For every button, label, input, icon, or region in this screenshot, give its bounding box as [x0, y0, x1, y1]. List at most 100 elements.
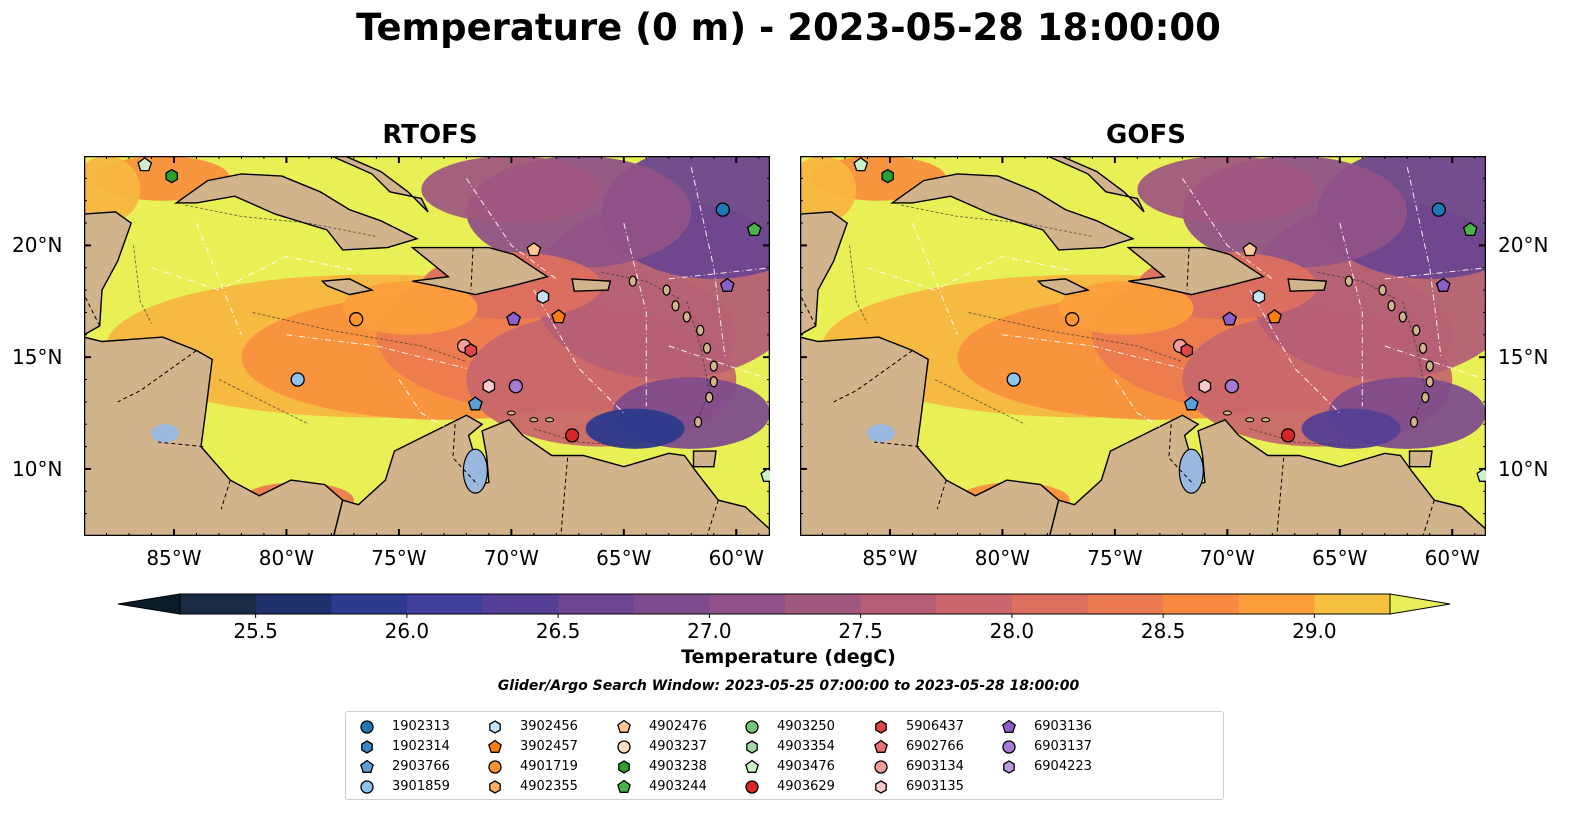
marker-1902313[interactable]: [715, 202, 730, 217]
colorbar-bin: [406, 594, 483, 614]
lon-tick-label: 85°W: [862, 546, 918, 570]
marker-6903136[interactable]: [1435, 277, 1451, 292]
colorbar-tick-label: 28.0: [989, 619, 1035, 643]
map-panel-rtofs[interactable]: [84, 156, 770, 536]
lake-maracaibo: [1178, 448, 1204, 494]
legend-label: 6904223: [1034, 759, 1092, 774]
island-lesser-antilles: [682, 311, 691, 323]
lon-tick-label: 70°W: [1199, 546, 1255, 570]
marker-6903137[interactable]: [508, 379, 523, 394]
legend-marker-circle: [745, 780, 759, 794]
lat-tick-label-right: 20°N: [1498, 233, 1549, 258]
marker-4903476[interactable]: [853, 157, 869, 172]
marker-6903135[interactable]: [482, 378, 496, 394]
marker-6903136[interactable]: [506, 311, 522, 326]
colorbar-tick-label: 28.5: [1140, 619, 1186, 643]
island-lesser-antilles: [671, 300, 680, 312]
marker-2903766[interactable]: [1183, 396, 1199, 411]
legend-marker-circle: [360, 720, 374, 734]
marker-3901859[interactable]: [1006, 372, 1021, 387]
colorbar-tick-label: 25.5: [233, 619, 278, 643]
marker-5906437[interactable]: [1180, 343, 1194, 358]
marker-4903629[interactable]: [564, 428, 580, 443]
land-puerto-rico: [1287, 278, 1328, 292]
legend-marker-pentagon: [617, 779, 631, 793]
lon-tick-label: 65°W: [1312, 546, 1368, 570]
colorbar-label: Temperature (degC): [681, 646, 896, 668]
marker-4903244[interactable]: [746, 221, 762, 237]
land-south-america: [1048, 414, 1486, 536]
figure-title: Temperature (0 m) - 2023-05-28 18:00:00: [356, 6, 1221, 49]
marker-3901859[interactable]: [290, 372, 305, 387]
marker-4903476[interactable]: [1476, 467, 1486, 482]
marker-6903136[interactable]: [719, 277, 735, 292]
lon-tick-label: 75°W: [371, 546, 427, 570]
lon-tick-label: 60°W: [1424, 546, 1480, 570]
colorbar-bin: [860, 594, 937, 614]
marker-4901719[interactable]: [349, 312, 364, 327]
marker-4902476[interactable]: [526, 242, 542, 257]
marker-3902457[interactable]: [551, 309, 566, 324]
lat-tick-label-right: 10°N: [1498, 456, 1549, 481]
legend-marker-circle: [745, 720, 759, 734]
legend-marker-hexagon: [489, 720, 501, 734]
marker-4903244[interactable]: [1462, 221, 1478, 237]
marker-4903238[interactable]: [881, 168, 894, 184]
land-cuba: [173, 173, 419, 251]
marker-3902456[interactable]: [536, 289, 550, 305]
island-lesser-antilles: [1409, 416, 1419, 428]
colorbar-bin: [1163, 594, 1240, 614]
marker-4901719[interactable]: [1065, 312, 1080, 327]
legend-marker-pentagon: [745, 759, 759, 773]
island-lesser-antilles: [1412, 324, 1421, 336]
island-abc: [1261, 417, 1271, 423]
marker-4903238[interactable]: [165, 168, 178, 184]
land-trinidad: [1408, 450, 1433, 468]
marker-2903766[interactable]: [467, 396, 483, 411]
marker-4903476[interactable]: [760, 467, 770, 482]
colorbar-bin: [1314, 594, 1391, 614]
lon-tick-label: 70°W: [483, 546, 539, 570]
island-lesser-antilles: [662, 284, 671, 296]
legend-label: 6903135: [906, 779, 964, 794]
colorbar-bin: [482, 594, 559, 614]
legend-marker-circle: [874, 760, 888, 774]
legend-label: 3901859: [392, 779, 450, 794]
lon-tick-label: 85°W: [146, 546, 202, 570]
marker-5906437[interactable]: [464, 343, 478, 358]
island-lesser-antilles: [696, 324, 705, 336]
island-lesser-antilles: [1344, 275, 1353, 287]
map-frame: [84, 156, 770, 536]
marker-1902313[interactable]: [1431, 202, 1446, 217]
marker-6903136[interactable]: [1222, 311, 1238, 326]
marker-3902457[interactable]: [1267, 309, 1282, 324]
panel-title-gofs: GOFS: [1106, 120, 1186, 150]
lon-tick-label: 65°W: [596, 546, 652, 570]
marker-4903629[interactable]: [1280, 428, 1296, 443]
marker-6903135[interactable]: [1198, 378, 1212, 394]
island-lesser-antilles: [705, 391, 714, 404]
legend-marker-hexagon: [489, 780, 501, 794]
colorbar-tick-label: 26.5: [535, 619, 581, 643]
colorbar-bin: [633, 594, 710, 614]
legend-label: 6903136: [1034, 719, 1092, 734]
marker-6903137[interactable]: [1224, 379, 1239, 394]
lat-tick-label-left: 15°N: [12, 345, 63, 370]
colorbar-bin: [255, 594, 332, 614]
legend-marker-hexagon: [361, 740, 373, 754]
map-panel-gofs[interactable]: [800, 156, 1486, 536]
land-central-america: [800, 336, 1060, 536]
marker-4903476[interactable]: [137, 157, 153, 172]
legend-label: 4903354: [777, 739, 835, 754]
colorbar-bin: [936, 594, 1013, 614]
marker-3902456[interactable]: [1252, 289, 1266, 305]
legend-marker-hexagon: [875, 720, 887, 734]
legend-label: 4903237: [649, 739, 707, 754]
search-window-text: Glider/Argo Search Window: 2023-05-25 07…: [497, 678, 1080, 694]
marker-4902476[interactable]: [1242, 242, 1258, 257]
lon-tick-label: 80°W: [974, 546, 1031, 570]
land-central-america: [84, 336, 344, 536]
island-lesser-antilles: [1421, 391, 1430, 404]
legend-label: 4902355: [520, 779, 578, 794]
legend-label: 6903137: [1034, 739, 1092, 754]
